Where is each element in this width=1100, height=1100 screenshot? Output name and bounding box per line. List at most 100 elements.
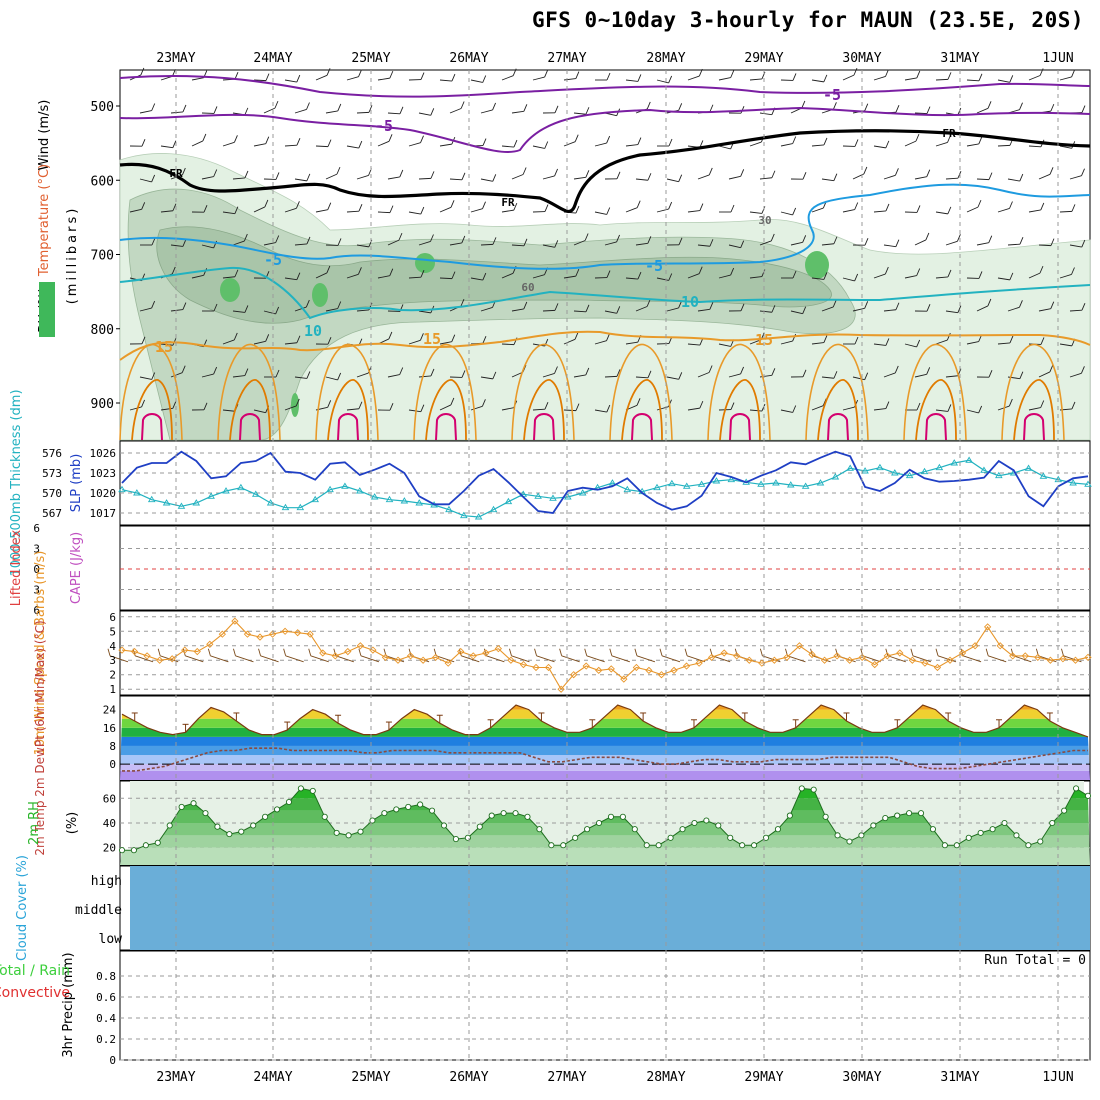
thickness-marker <box>311 495 319 503</box>
wind-barb-flag <box>554 366 558 374</box>
wind-barb-flag <box>854 273 859 282</box>
temp-ytick: 0 <box>109 758 116 771</box>
wind-barb-flag <box>1009 272 1014 281</box>
wind-barb-flag <box>430 234 434 242</box>
wind-barb-flag <box>646 101 651 110</box>
wind-barb-flag <box>305 299 310 308</box>
wind-barb-flag <box>957 305 962 313</box>
wind-barb-flag <box>792 73 797 81</box>
thickness-marker <box>905 471 914 479</box>
temp-ytick: 16 <box>103 722 116 735</box>
upper-air-panel: -5 -5 FR FR FR -5 -5 10 10 15 15 15 30 60 <box>119 67 1091 441</box>
wind-barb-flag <box>678 372 683 380</box>
wind-speed-marker <box>494 645 503 653</box>
wind-barb-flag <box>295 201 300 209</box>
wind-barb <box>315 145 329 148</box>
wind-barb-flag <box>957 170 962 179</box>
wind-barb <box>480 307 493 312</box>
wind-barb <box>1038 173 1051 180</box>
cloud-ylabel: Cloud Cover (%) <box>15 855 30 961</box>
wind-barb <box>284 405 297 411</box>
wind-barb <box>222 211 235 215</box>
thickness-marker <box>549 494 557 501</box>
rh-marker <box>488 812 495 819</box>
wind-barb-flag <box>358 401 363 409</box>
wind-barb <box>780 340 793 345</box>
wind-barb-flag <box>358 140 363 149</box>
wind-barb <box>191 77 204 81</box>
rh-marker <box>703 817 710 824</box>
wind-barb <box>129 208 142 213</box>
date-label-bottom: 31MAY <box>940 1070 979 1085</box>
wind-barb-flag <box>461 370 466 378</box>
wind-barb-flag <box>544 69 549 78</box>
slp-ytick: 1023 <box>90 467 117 480</box>
rh-color-key <box>39 282 55 337</box>
rh-marker <box>440 822 448 829</box>
wind-speed-marker <box>933 663 942 672</box>
wind-barb-flag <box>801 100 806 109</box>
wind-speed-marker <box>996 642 1004 650</box>
wind10-barb-flag <box>985 648 989 656</box>
wind-barb-flag <box>916 70 921 79</box>
thickness-marker <box>831 473 840 480</box>
wind-barb <box>470 208 483 213</box>
wind-barb <box>883 174 896 180</box>
thickness-marker <box>355 487 364 494</box>
wind-barb <box>1059 210 1073 213</box>
wind10-barb <box>862 655 881 663</box>
wind-barb <box>697 244 710 247</box>
wind-barb-flag <box>234 269 239 277</box>
wind-barb <box>873 273 886 279</box>
wind-barb <box>945 177 959 180</box>
wind-barb <box>449 108 462 114</box>
date-label-top: 26MAY <box>449 51 488 66</box>
rh-marker <box>178 803 185 810</box>
wind-speed-marker <box>1071 656 1080 664</box>
rh-marker <box>751 842 758 849</box>
wind-barb-flag <box>1040 337 1045 345</box>
wind-barb-flag <box>946 332 951 341</box>
wind-barb <box>449 242 462 246</box>
wind-barb-flag <box>1049 364 1054 373</box>
wind-barb-flag <box>482 335 487 344</box>
wind10-barb <box>185 655 204 663</box>
wind-barb <box>294 306 307 312</box>
wind-barb-flag <box>1040 400 1045 408</box>
date-label-top: 29MAY <box>744 51 783 66</box>
wind-barb <box>687 407 700 411</box>
wind-ytick: 6 <box>109 611 116 624</box>
wind-barb-flag <box>420 72 425 80</box>
wind-speed-marker <box>783 653 791 661</box>
wind-speed-marker <box>155 656 164 664</box>
thickness-marker <box>564 493 572 500</box>
wind-barb-flag <box>327 139 332 147</box>
wind-barb-flag <box>792 207 797 216</box>
thickness-marker <box>846 464 855 471</box>
wind-speed-marker <box>306 630 314 638</box>
wind-barb <box>976 178 990 181</box>
wind-barb-flag <box>978 73 983 82</box>
wind-barb-flag <box>823 272 828 280</box>
thickness-marker <box>1084 480 1092 487</box>
wind-barb <box>284 207 297 213</box>
wind-barb <box>790 310 803 315</box>
wind-speed-marker <box>168 655 176 663</box>
contour-orange-bulge <box>511 343 575 441</box>
wind-barb-flag <box>1009 75 1014 83</box>
rh-marker <box>1073 785 1080 792</box>
rh-marker <box>1013 832 1020 839</box>
wind-barb <box>749 409 762 412</box>
wind10-barb <box>486 655 505 663</box>
cloud-fill <box>130 866 1090 950</box>
li-ytick: 3 <box>33 543 40 556</box>
thickness-marker <box>1024 464 1033 471</box>
rh-moist-blob <box>805 251 829 279</box>
rh-ytick: 20 <box>103 842 116 855</box>
rh-marker <box>381 810 388 817</box>
wind-barb <box>563 338 576 345</box>
wind-barb-flag <box>895 239 900 247</box>
li-ytick: 0 <box>33 563 40 576</box>
wind-barb-flag <box>151 300 156 309</box>
wind-barb <box>976 107 989 114</box>
